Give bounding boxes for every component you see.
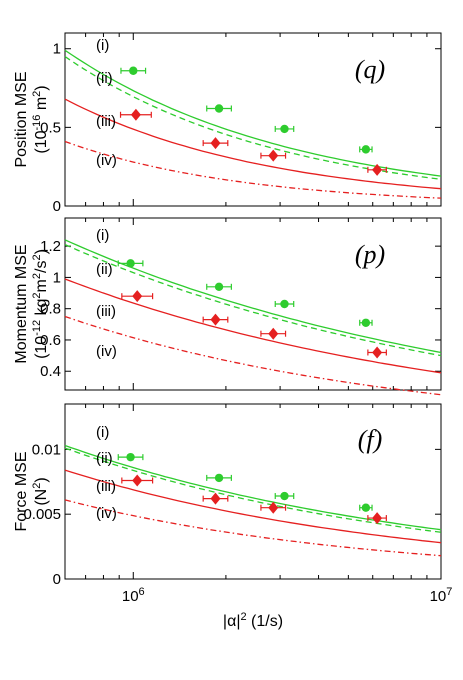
x-axis-label: |α|2 (1/s)	[223, 611, 283, 630]
axes-frame	[64, 32, 442, 207]
y-tick-label: 0.8	[40, 301, 61, 318]
data-point-red	[210, 492, 221, 505]
y-axis-label: Momentum MSE	[13, 244, 30, 363]
curve-label: (ii)	[96, 70, 113, 87]
x-tick-label: 106	[122, 586, 145, 605]
y-tick-label: 1.2	[40, 238, 61, 255]
data-point-green	[126, 259, 135, 268]
data-point-green	[214, 473, 224, 483]
y-tick-label: 0	[53, 571, 61, 588]
y-tick-label: 0.005	[23, 506, 61, 523]
y-tick-label: 0.6	[40, 332, 61, 349]
y-tick-label: 0.4	[40, 363, 61, 380]
data-point-green	[214, 282, 224, 291]
axes-frame	[64, 217, 442, 391]
model-curve-solid	[64, 98, 442, 190]
curve-label: (iii)	[96, 303, 116, 320]
data-point-green	[361, 145, 371, 154]
y-tick-label: 1	[53, 269, 61, 286]
curve-label: (iv)	[96, 152, 117, 169]
model-curve-dashed	[64, 56, 442, 180]
panel-label: (p)	[355, 240, 385, 269]
y-axis-label: Force MSE	[13, 451, 30, 531]
panel-0: 0 0.5 1 Position MSE (10-16 m2) (i) (ii) (iii) (…	[13, 32, 442, 215]
curve-label: (iv)	[96, 343, 117, 360]
y-tick-label: 0.01	[32, 441, 61, 458]
curve-label: (ii)	[96, 450, 113, 467]
data-point-red	[372, 346, 383, 359]
data-point-red	[132, 474, 143, 487]
y-axis-units: (10-16 m2)	[31, 85, 50, 153]
panel-2: 0 0.005 0.01 106 107 |α|2 (1/s) Force MSE (N2) (…	[13, 403, 453, 630]
curve-label: (i)	[96, 37, 109, 54]
data-point-green	[126, 452, 135, 462]
panel-1: 0.4 0.6 0.8 1 1.2 Momentum MSE (10-12 kg2m2/s2…	[13, 217, 442, 396]
model-curve-solid	[64, 278, 442, 374]
y-axis-label: Position MSE	[13, 71, 30, 167]
data-point-red	[372, 163, 383, 176]
data-point-green	[129, 66, 138, 75]
curve-label: (iii)	[96, 478, 116, 495]
data-point-red	[210, 313, 221, 326]
model-curve-solid	[64, 444, 442, 531]
data-point-red	[132, 290, 143, 303]
y-axis-units: (N2)	[31, 477, 50, 505]
curve-label: (i)	[96, 227, 109, 244]
model-curve-dashdot	[64, 140, 442, 199]
panel-label: (q)	[355, 55, 385, 84]
data-point-red	[210, 137, 221, 150]
curve-label: (ii)	[96, 261, 113, 278]
data-point-green	[280, 124, 289, 134]
data-point-red	[268, 149, 279, 162]
data-point-red	[268, 327, 279, 340]
curve-label: (iv)	[96, 505, 117, 522]
model-curve-solid	[64, 469, 442, 544]
curve-label: (iii)	[96, 113, 116, 130]
panel-label: (f)	[358, 425, 383, 454]
data-point-green	[214, 104, 224, 113]
data-point-green	[280, 299, 289, 309]
data-point-green	[280, 491, 289, 501]
model-curve-dashdot	[64, 499, 442, 557]
y-tick-label: 0	[53, 198, 61, 215]
data-point-red	[372, 512, 383, 525]
data-point-green	[361, 503, 371, 512]
data-point-red	[268, 501, 279, 514]
model-curve-dashed	[64, 447, 442, 533]
y-tick-label: 0.5	[40, 119, 61, 136]
data-point-red	[130, 108, 141, 121]
y-axis-units: (10-12 kg2m2/s2)	[31, 249, 50, 359]
model-curve-dashdot	[64, 315, 442, 396]
data-point-green	[361, 318, 371, 327]
x-tick-label: 107	[430, 586, 453, 605]
curve-label: (i)	[96, 424, 109, 441]
y-tick-label: 1	[53, 41, 61, 58]
axes-frame	[64, 403, 442, 580]
